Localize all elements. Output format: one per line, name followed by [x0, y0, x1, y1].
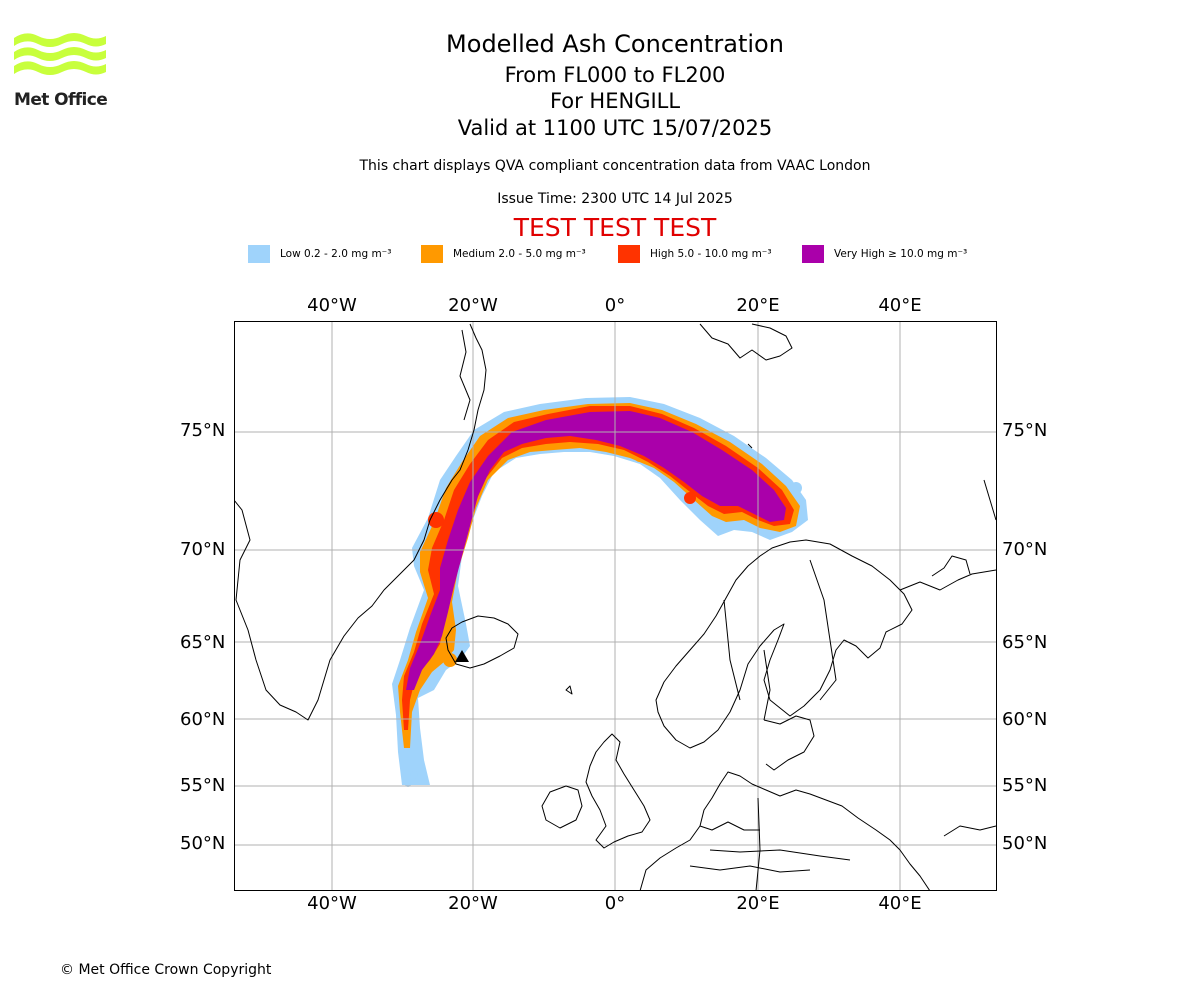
- map-gridlines: [234, 321, 997, 891]
- lat-label-right-65n: 65°N: [1002, 632, 1048, 653]
- lat-label-right-75n: 75°N: [1002, 420, 1048, 441]
- greenland-coast: [234, 323, 487, 721]
- lat-label-left-50n: 50°N: [180, 833, 226, 854]
- britain-coast: [585, 733, 651, 849]
- ash-plume-very-high: [406, 411, 786, 690]
- ireland-coast: [541, 785, 583, 829]
- test-banner: TEST TEST TEST: [513, 213, 717, 242]
- legend-item-low: Low 0.2 - 2.0 mg m⁻³: [248, 244, 391, 264]
- lon-label-top-0: 0°: [604, 295, 626, 316]
- europe-coast: [639, 771, 931, 891]
- met-office-logo: Met Office: [14, 30, 108, 112]
- volcano-name: For HENGILL: [549, 89, 681, 113]
- chart-title: Modelled Ash Concentration: [446, 30, 784, 58]
- lon-label-top-20w: 20°W: [448, 295, 498, 316]
- valid-time: Valid at 1100 UTC 15/07/2025: [457, 116, 773, 140]
- legend-swatch-very-high: [802, 245, 824, 263]
- lon-label-bottom-40w: 40°W: [307, 893, 357, 914]
- lon-label-top-40e: 40°E: [878, 295, 922, 316]
- lat-label-right-60n: 60°N: [1002, 709, 1048, 730]
- met-office-wave-icon: [14, 33, 106, 75]
- volcano-marker-icon: [455, 650, 469, 662]
- legend-swatch-low: [248, 245, 270, 263]
- legend-label-medium: Medium 2.0 - 5.0 mg m⁻³: [453, 248, 586, 260]
- lat-label-right-50n: 50°N: [1002, 833, 1048, 854]
- lat-label-left-70n: 70°N: [180, 539, 226, 560]
- legend-item-medium: Medium 2.0 - 5.0 mg m⁻³: [421, 244, 586, 264]
- legend-label-high: High 5.0 - 10.0 mg m⁻³: [650, 248, 772, 260]
- legend-item-very-high: Very High ≥ 10.0 mg m⁻³: [802, 244, 967, 264]
- legend-label-very-high: Very High ≥ 10.0 mg m⁻³: [834, 248, 968, 260]
- lat-label-right-55n: 55°N: [1002, 775, 1048, 796]
- lon-label-bottom-20w: 20°W: [448, 893, 498, 914]
- lon-label-bottom-0: 0°: [604, 893, 626, 914]
- lon-label-bottom-20e: 20°E: [736, 893, 780, 914]
- legend-item-high: High 5.0 - 10.0 mg m⁻³: [618, 244, 772, 264]
- map-frame: [234, 321, 997, 891]
- lon-label-top-40w: 40°W: [307, 295, 357, 316]
- copyright-notice: © Met Office Crown Copyright: [60, 962, 272, 978]
- issue-time: Issue Time: 2300 UTC 14 Jul 2025: [497, 191, 733, 207]
- lon-label-bottom-40e: 40°E: [878, 893, 922, 914]
- lat-label-left-55n: 55°N: [180, 775, 226, 796]
- lon-label-top-20e: 20°E: [736, 295, 780, 316]
- ash-concentration-map: [234, 321, 997, 891]
- lat-label-left-75n: 75°N: [180, 420, 226, 441]
- legend-label-low: Low 0.2 - 2.0 mg m⁻³: [280, 248, 392, 260]
- iceland-coast: [445, 615, 519, 669]
- legend-swatch-medium: [421, 245, 443, 263]
- flight-level-range: From FL000 to FL200: [504, 63, 726, 87]
- svalbard-coast: [699, 323, 793, 361]
- legend-swatch-high: [618, 245, 640, 263]
- lat-label-left-65n: 65°N: [180, 632, 226, 653]
- logo-wordmark: Met Office: [14, 90, 108, 110]
- coastlines: [234, 323, 997, 891]
- data-source-note: This chart displays QVA compliant concen…: [359, 158, 871, 174]
- lat-label-left-60n: 60°N: [180, 709, 226, 730]
- lat-label-right-70n: 70°N: [1002, 539, 1048, 560]
